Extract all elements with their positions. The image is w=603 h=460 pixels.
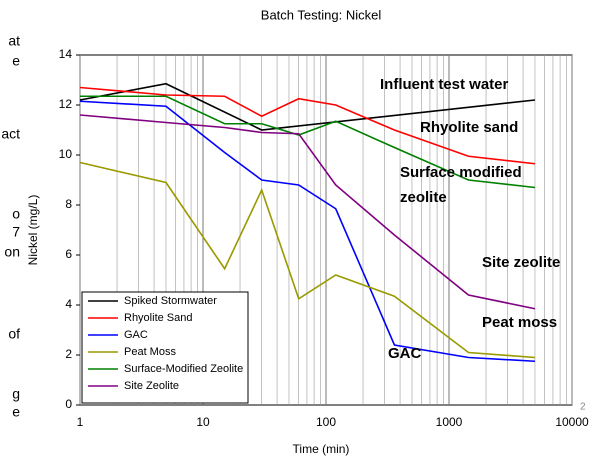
legend <box>81 291 249 404</box>
series-line <box>79 86 536 165</box>
series-line <box>79 114 536 310</box>
side-text: e <box>12 53 20 69</box>
annotation: zeolite <box>400 189 447 206</box>
annotation: Site zeolite <box>482 254 560 271</box>
x-tick-label: 10 <box>196 415 210 429</box>
legend-label: Rhyolite Sand <box>124 312 193 324</box>
x-tick-label: 10000 <box>555 415 589 429</box>
side-text: e <box>12 404 20 420</box>
legend-label: Spiked Stormwater <box>124 295 217 307</box>
y-tick-label: 4 <box>65 297 72 311</box>
legend-label: Surface-Modified Zeolite <box>124 363 243 375</box>
side-text: of <box>8 326 20 342</box>
x-tick-label: 1 <box>77 415 84 429</box>
side-text: on <box>4 244 20 260</box>
annotation: Surface modified <box>400 164 522 181</box>
y-tick-label: 8 <box>65 197 72 211</box>
y-tick-label: 2 <box>65 347 72 361</box>
y-tick-label: 0 <box>65 397 72 411</box>
x-tick-label: 1000 <box>436 415 463 429</box>
y-tick-label: 6 <box>65 247 72 261</box>
legend-label: Peat Moss <box>124 346 176 358</box>
series-line <box>79 100 536 363</box>
y-tick-label: 10 <box>59 147 73 161</box>
slide-number: 2 <box>580 402 586 413</box>
x-tick-label: 100 <box>316 415 336 429</box>
y-tick-label: 12 <box>59 97 73 111</box>
chart-title: Batch Testing: Nickel <box>261 7 382 22</box>
side-text: 7 <box>12 224 20 240</box>
x-axis-label: Time (min) <box>293 442 350 456</box>
annotation: Influent test water <box>380 76 509 93</box>
series-line <box>79 161 536 359</box>
legend-label: Site Zeolite <box>124 380 179 392</box>
annotation: Peat moss <box>482 314 557 331</box>
annotation: GAC <box>388 345 422 362</box>
annotation: Rhyolite sand <box>420 119 518 136</box>
side-text: o <box>12 206 20 222</box>
legend-label: GAC <box>124 329 148 341</box>
y-axis-label: Nickel (mg/L) <box>26 195 40 266</box>
side-text: g <box>12 386 20 402</box>
side-text: act <box>1 126 20 142</box>
y-tick-label: 14 <box>59 47 73 61</box>
side-text: at <box>8 33 20 49</box>
